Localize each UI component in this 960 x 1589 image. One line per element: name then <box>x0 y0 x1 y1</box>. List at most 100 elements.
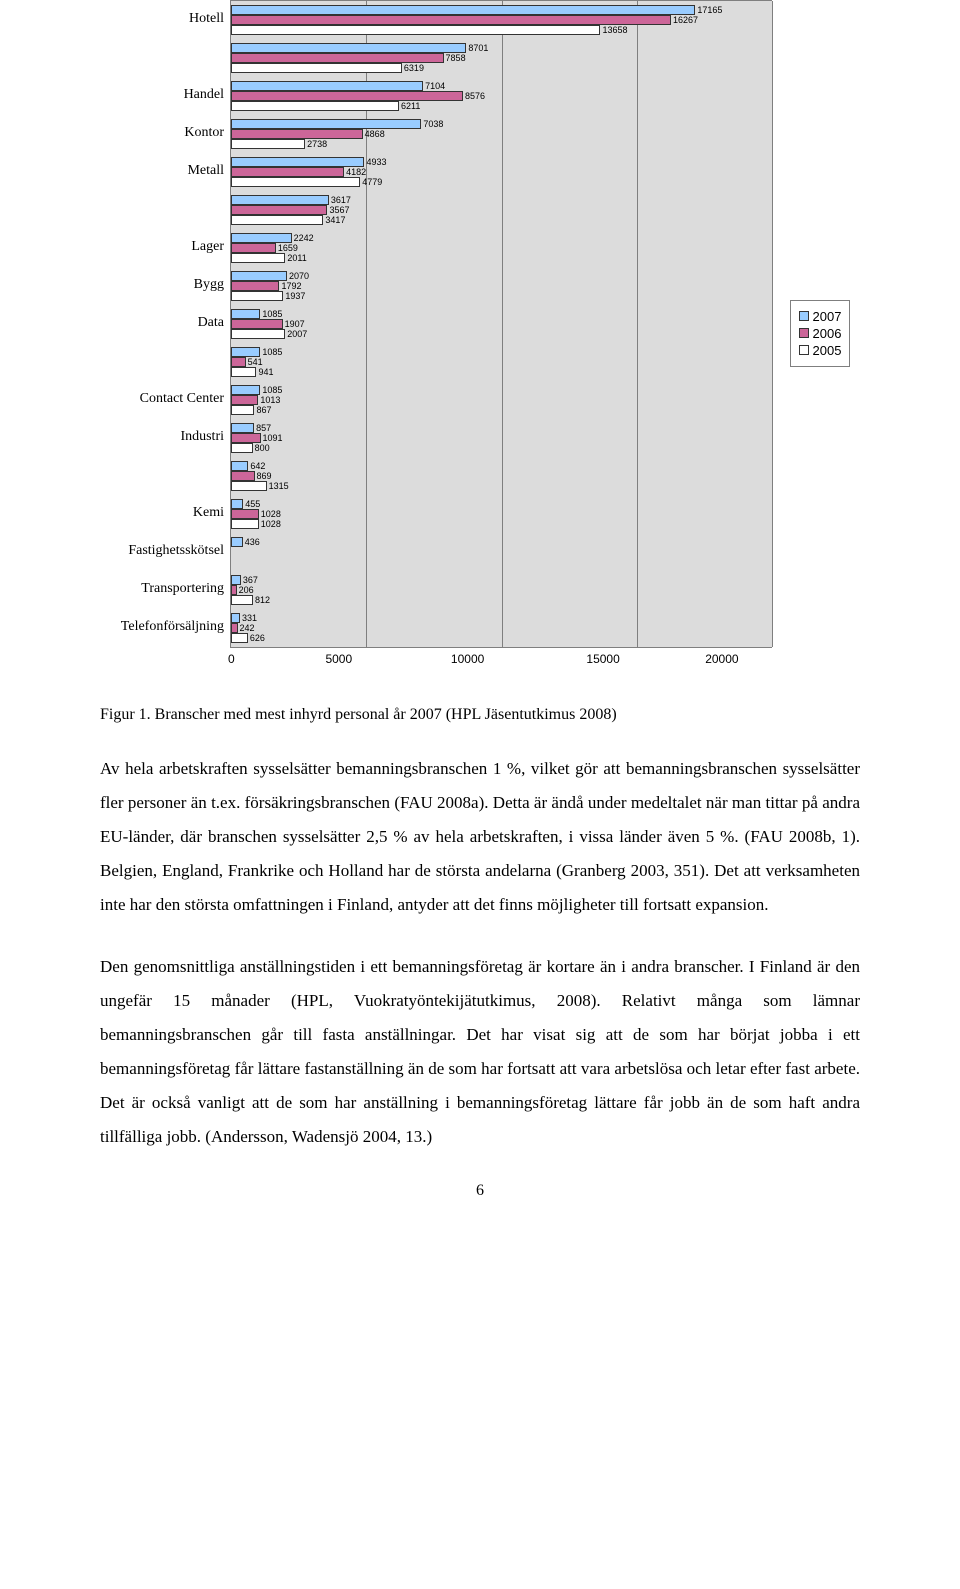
bar-value-label: 626 <box>250 634 265 643</box>
bar-value-label: 1937 <box>285 292 305 301</box>
bar-group: 436 <box>231 533 772 571</box>
bar <box>231 101 399 111</box>
paragraph: Av hela arbetskraften sysselsätter beman… <box>100 752 860 922</box>
bar <box>231 385 260 395</box>
bar <box>231 215 323 225</box>
bar-value-label: 1085 <box>262 310 282 319</box>
category-label: Transportering <box>100 570 224 608</box>
bar <box>231 461 248 471</box>
bar-value-label: 1907 <box>285 320 305 329</box>
bar <box>231 243 276 253</box>
bar <box>231 205 327 215</box>
bar <box>231 499 243 509</box>
bar-value-label: 4933 <box>366 158 386 167</box>
bar-value-label: 1315 <box>269 482 289 491</box>
bar-value-label: 7104 <box>425 82 445 91</box>
body-text: Av hela arbetskraften sysselsätter beman… <box>100 752 860 1154</box>
category-label <box>100 342 224 380</box>
category-label: Metall <box>100 152 224 190</box>
bar-value-label: 16267 <box>673 16 698 25</box>
bar <box>231 5 695 15</box>
bar <box>231 281 279 291</box>
bar <box>231 633 248 643</box>
bar <box>231 405 254 415</box>
legend: 2007 2006 2005 <box>790 300 851 367</box>
bar-group: 7104 8576 6211 <box>231 77 772 115</box>
bar <box>231 357 246 367</box>
category-label: Data <box>100 304 224 342</box>
bar-value-label: 455 <box>245 500 260 509</box>
bar <box>231 367 256 377</box>
bar-value-label: 2242 <box>294 234 314 243</box>
bar-value-label: 869 <box>257 472 272 481</box>
bar-value-label: 2738 <box>307 140 327 149</box>
bar <box>231 423 254 433</box>
bar <box>231 81 423 91</box>
bar <box>231 433 261 443</box>
bar-value-label: 7858 <box>446 54 466 63</box>
bar <box>231 271 287 281</box>
bar <box>231 53 444 63</box>
bar-value-label: 436 <box>245 538 260 547</box>
bar <box>231 43 466 53</box>
category-label: Lager <box>100 228 224 266</box>
bar <box>231 585 237 595</box>
bar-group: 361735673417 <box>231 191 772 229</box>
category-label: Kontor <box>100 114 224 152</box>
category-label: Fastighetsskötsel <box>100 532 224 570</box>
bar-group: 8571091800 <box>231 419 772 457</box>
bar <box>231 623 238 633</box>
paragraph: Den genomsnittliga anställningstiden i e… <box>100 950 860 1154</box>
bar <box>231 63 402 73</box>
bar-value-label: 8576 <box>465 92 485 101</box>
bar <box>231 157 364 167</box>
bar-value-label: 941 <box>258 368 273 377</box>
bar-value-label: 1091 <box>263 434 283 443</box>
bar-value-label: 1659 <box>278 244 298 253</box>
x-axis: 05000100001500020000 <box>230 647 772 666</box>
bar-value-label: 206 <box>239 586 254 595</box>
bar-value-label: 857 <box>256 424 271 433</box>
legend-item: 2006 <box>799 326 842 341</box>
legend-label: 2007 <box>813 309 842 324</box>
bar-value-label: 367 <box>243 576 258 585</box>
bar-value-label: 4779 <box>362 178 382 187</box>
x-tick: 10000 <box>451 652 484 666</box>
x-tick: 20000 <box>705 652 738 666</box>
bar <box>231 119 421 129</box>
bar-value-label: 6211 <box>401 102 420 111</box>
bar <box>231 15 671 25</box>
category-label <box>100 456 224 494</box>
bar-value-label: 642 <box>250 462 265 471</box>
bar-group: 108519072007 <box>231 305 772 343</box>
bar <box>231 139 305 149</box>
figure-caption: Figur 1. Branscher med mest inhyrd perso… <box>100 706 860 724</box>
bar-value-label: 867 <box>256 406 271 415</box>
bar <box>231 291 283 301</box>
legend-item: 2005 <box>799 343 842 358</box>
legend-swatch <box>799 328 809 338</box>
bar <box>231 395 258 405</box>
bar <box>231 309 260 319</box>
bar <box>231 195 329 205</box>
bar-value-label: 3567 <box>329 206 349 215</box>
bar <box>231 129 363 139</box>
bar <box>231 347 260 357</box>
x-tick: 15000 <box>586 652 619 666</box>
bar <box>231 509 259 519</box>
bar-value-label: 242 <box>240 624 255 633</box>
bar-value-label: 1085 <box>262 386 282 395</box>
category-label: Handel <box>100 76 224 114</box>
legend-swatch <box>799 345 809 355</box>
bar <box>231 319 283 329</box>
page-number: 6 <box>100 1182 860 1200</box>
bar-value-label: 13658 <box>602 26 627 35</box>
bar-value-label: 3617 <box>331 196 351 205</box>
category-label <box>100 190 224 228</box>
bar-group: 870178586319 <box>231 39 772 77</box>
category-label: Hotell <box>100 0 224 38</box>
bar-group: 171651626713658 <box>231 1 772 39</box>
legend-label: 2005 <box>813 343 842 358</box>
category-label: Kemi <box>100 494 224 532</box>
bar-group: 6428691315 <box>231 457 772 495</box>
